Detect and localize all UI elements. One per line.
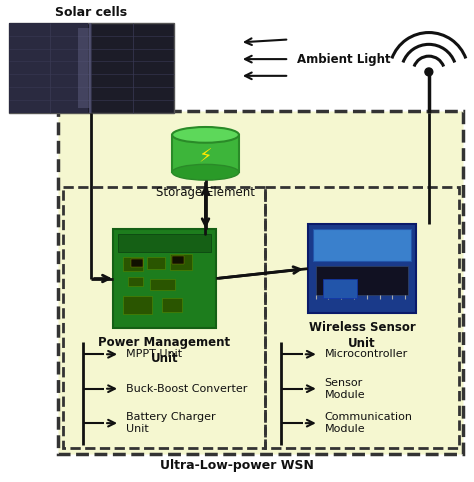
Bar: [264, 187, 459, 448]
Text: Battery Charger
Unit: Battery Charger Unit: [126, 412, 216, 434]
Text: ⚡: ⚡: [199, 147, 212, 166]
Bar: [131, 259, 143, 267]
Bar: [147, 257, 165, 268]
Text: Wireless Sensor
Unit: Wireless Sensor Unit: [309, 321, 415, 350]
Text: Communication
Module: Communication Module: [325, 412, 412, 434]
Text: Sensor
Module: Sensor Module: [325, 377, 365, 400]
Bar: [58, 111, 463, 454]
Bar: [308, 225, 416, 313]
Text: Microcontroller: Microcontroller: [325, 349, 408, 359]
Bar: [172, 135, 239, 172]
Bar: [63, 187, 264, 448]
Bar: [313, 229, 411, 261]
Text: Ultra-Low-power WSN: Ultra-Low-power WSN: [160, 459, 314, 472]
Bar: [118, 234, 211, 252]
Bar: [150, 279, 175, 290]
Bar: [128, 277, 143, 286]
Ellipse shape: [172, 164, 239, 180]
Ellipse shape: [172, 127, 239, 143]
Bar: [78, 27, 90, 108]
Bar: [113, 229, 216, 328]
Bar: [9, 23, 174, 113]
Text: Buck-Boost Converter: Buck-Boost Converter: [126, 384, 247, 394]
Bar: [123, 296, 152, 314]
Text: Ambient Light: Ambient Light: [297, 53, 391, 66]
Bar: [162, 298, 182, 312]
Bar: [323, 279, 357, 298]
Bar: [123, 257, 143, 270]
Bar: [316, 266, 408, 295]
Text: Power Management
Unit: Power Management Unit: [98, 335, 230, 364]
Bar: [9, 23, 88, 113]
Text: Storage Element: Storage Element: [156, 186, 255, 199]
Bar: [172, 256, 184, 264]
Circle shape: [425, 68, 433, 76]
Bar: [170, 254, 192, 269]
Text: Solar cells: Solar cells: [55, 6, 128, 19]
Text: MPPT Unit: MPPT Unit: [126, 349, 182, 359]
